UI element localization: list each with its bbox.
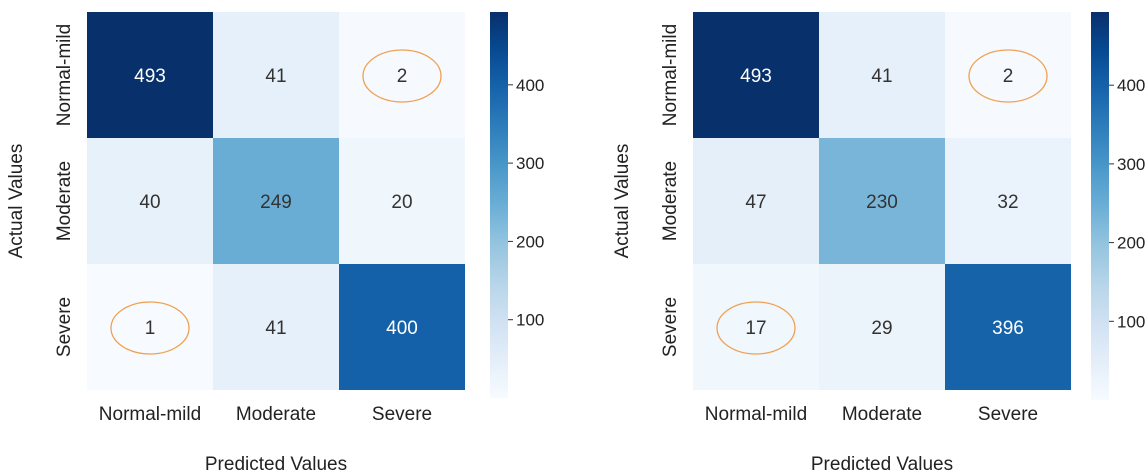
heatmap-cell <box>819 138 945 264</box>
cell-value-label: 2 <box>1003 66 1014 87</box>
highlight-ring <box>110 301 190 355</box>
confusion-matrix-2: 493 41 2 47 230 32 17 29 396 Normal-mild Moderate S… <box>612 12 1145 474</box>
y-tick-label: Normal-mild <box>660 24 681 126</box>
cell-value-label: 493 <box>740 66 772 87</box>
x-axis-label: Predicted Values <box>811 454 953 474</box>
x-tick-label: Moderate <box>842 404 922 425</box>
y-tick-label: Moderate <box>660 161 681 241</box>
colorbar: 100 200 300 400 <box>490 12 544 398</box>
highlight-ring <box>716 301 796 355</box>
cell-value-label: 40 <box>139 192 160 213</box>
cell-value-label: 249 <box>260 192 292 213</box>
heatmap-cell <box>693 264 819 390</box>
cell-value-label: 400 <box>386 318 418 339</box>
colorbar-tick-label: 100 <box>1117 312 1145 331</box>
y-tick-label: Moderate <box>54 161 75 241</box>
colorbar-tick-label: 300 <box>516 154 544 173</box>
x-axis-label: Predicted Values <box>205 454 347 474</box>
heatmap-cell <box>819 12 945 138</box>
heatmap-cells: 493 41 2 40 249 20 1 41 400 <box>87 12 465 390</box>
cell-value-label: 230 <box>866 192 898 213</box>
confusion-matrix-1: 493 41 2 40 249 20 1 41 400 Normal-mild Moderate Se… <box>6 12 544 474</box>
x-tick-label: Normal-mild <box>705 404 807 425</box>
cell-value-label: 29 <box>871 318 892 339</box>
colorbar-tick-label: 400 <box>1117 76 1145 95</box>
colorbar: 100 200 300 400 <box>1091 12 1145 400</box>
x-tick-label: Severe <box>372 404 432 425</box>
heatmap-cell <box>819 264 945 390</box>
x-tick-label: Normal-mild <box>99 404 201 425</box>
heatmap-cell <box>339 264 465 390</box>
heatmap-cell <box>945 264 1071 390</box>
heatmap-cell <box>87 264 213 390</box>
heatmap-cell <box>87 12 213 138</box>
y-tick-label: Normal-mild <box>54 24 75 126</box>
highlight-ring <box>968 49 1048 103</box>
cell-value-label: 32 <box>997 192 1018 213</box>
heatmap-cell <box>693 12 819 138</box>
colorbar-tick-label: 200 <box>516 232 544 251</box>
cell-value-label: 17 <box>745 318 766 339</box>
y-tick-label: Severe <box>54 297 75 357</box>
heatmap-cell <box>339 138 465 264</box>
cell-value-label: 396 <box>992 318 1024 339</box>
y-tick-label: Severe <box>660 297 681 357</box>
cell-value-label: 47 <box>745 192 766 213</box>
cell-value-label: 20 <box>391 192 412 213</box>
highlight-ring <box>362 49 442 103</box>
cell-value-label: 41 <box>871 66 892 87</box>
heatmap-cell <box>87 138 213 264</box>
heatmap-cell <box>213 12 339 138</box>
colorbar-gradient <box>1091 12 1109 400</box>
heatmap-cell <box>339 12 465 138</box>
y-axis-label: Actual Values <box>612 144 633 259</box>
cell-value-label: 41 <box>265 66 286 87</box>
y-axis-label: Actual Values <box>6 144 27 259</box>
heatmap-cell <box>945 12 1071 138</box>
heatmap-cell <box>213 138 339 264</box>
colorbar-tick-label: 200 <box>1117 234 1145 253</box>
colorbar-tick-label: 100 <box>516 311 544 330</box>
cell-value-label: 1 <box>145 318 156 339</box>
x-tick-label: Moderate <box>236 404 316 425</box>
colorbar-gradient <box>490 12 508 398</box>
colorbar-tick-label: 400 <box>516 76 544 95</box>
colorbar-tick-label: 300 <box>1117 155 1145 174</box>
heatmap-cells: 493 41 2 47 230 32 17 29 396 <box>693 12 1071 390</box>
cell-value-label: 41 <box>265 318 286 339</box>
heatmap-cell <box>213 264 339 390</box>
heatmap-cell <box>693 138 819 264</box>
cell-value-label: 2 <box>397 66 408 87</box>
heatmap-cell <box>945 138 1071 264</box>
x-tick-label: Severe <box>978 404 1038 425</box>
cell-value-label: 493 <box>134 66 166 87</box>
